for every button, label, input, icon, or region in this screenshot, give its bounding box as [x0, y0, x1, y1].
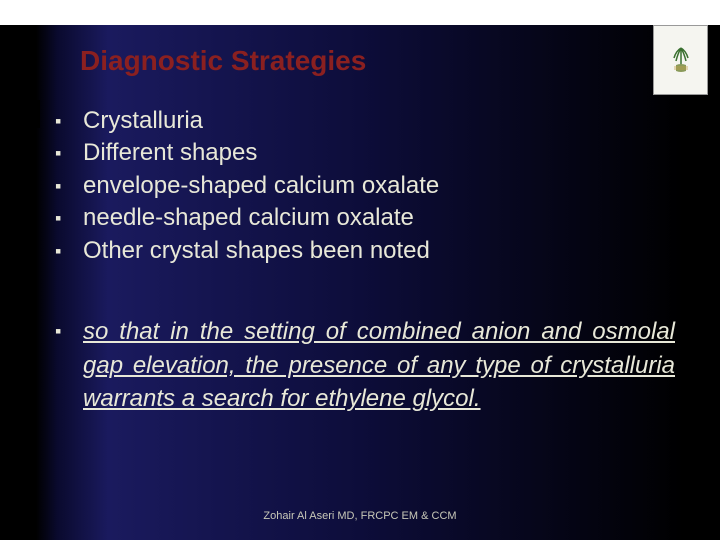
bullet-list: Crystalluria Different shapes envelope-s… — [55, 105, 690, 267]
bullet-item: needle-shaped calcium oxalate — [55, 202, 690, 234]
left-accent-block — [0, 100, 40, 128]
palm-tree-icon — [666, 43, 696, 78]
bullet-item: Crystalluria — [55, 105, 690, 137]
conclusion-text: so that in the setting of combined anion… — [55, 315, 690, 416]
slide-title: Diagnostic Strategies — [80, 45, 366, 77]
bullet-item: envelope-shaped calcium oxalate — [55, 170, 690, 202]
bullet-item: Other crystal shapes been noted — [55, 235, 690, 267]
slide-content: Crystalluria Different shapes envelope-s… — [55, 105, 690, 416]
bullet-item: Different shapes — [55, 137, 690, 169]
top-white-bar — [0, 0, 720, 25]
university-logo — [653, 25, 708, 95]
footer-credit: Zohair Al Aseri MD, FRCPC EM & CCM — [0, 510, 720, 522]
